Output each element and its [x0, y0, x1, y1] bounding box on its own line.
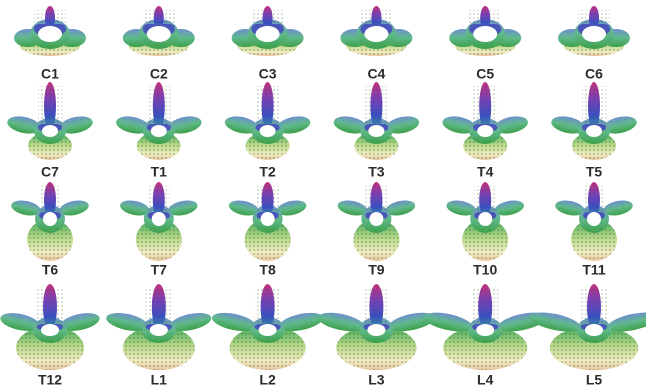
vertebra-label: C1	[41, 66, 59, 82]
vertebra: T7	[119, 182, 199, 278]
vertebra-label: T3	[368, 164, 385, 180]
vertebral-foramen	[478, 212, 492, 226]
lamina-texture	[581, 288, 607, 330]
vertebral-foramen	[364, 26, 388, 42]
vertebra: C3	[232, 6, 304, 82]
vertebral-foramen	[476, 324, 494, 336]
vertebra-label: L2	[259, 372, 276, 388]
vertebra-label: L1	[151, 372, 168, 388]
vertebra-label: C6	[585, 66, 603, 82]
vertebral-foramen	[259, 324, 277, 336]
vertebral-foramen	[367, 324, 385, 336]
vertebra-label: T9	[368, 262, 385, 278]
vertebra: T12	[0, 284, 101, 388]
vertebra-label: T2	[259, 164, 276, 180]
vertebral-foramen	[150, 324, 168, 336]
vertebra-label: C2	[150, 66, 168, 82]
vertebra-label: C7	[41, 164, 59, 180]
vertebra: L4	[422, 284, 548, 388]
vertebral-foramen	[43, 212, 57, 226]
vertebra: L2	[210, 284, 324, 388]
vertebra-label: T10	[473, 262, 497, 278]
vertebral-foramen	[152, 212, 166, 226]
lamina-texture	[363, 288, 389, 330]
lamina-texture	[364, 86, 388, 131]
vertebral-foramen	[41, 324, 59, 336]
vertebral-foramen	[369, 212, 383, 226]
vertebral-foramen	[151, 125, 167, 137]
vertebra-label: L3	[368, 372, 385, 388]
vertebral-foramen	[586, 125, 602, 137]
lamina-texture	[38, 86, 62, 131]
vertebra: T6	[10, 182, 90, 278]
vertebra: C5	[449, 6, 521, 82]
vertebra-label: T12	[38, 372, 62, 388]
vertebra: C4	[340, 6, 412, 82]
vertebral-foramen	[473, 26, 497, 42]
vertebral-foramen	[261, 212, 275, 226]
vertebra: T8	[227, 182, 307, 278]
vertebral-foramen	[368, 125, 384, 137]
vertebral-foramen	[585, 324, 603, 336]
vertebral-foramen	[42, 125, 58, 137]
vertebra-label: L4	[477, 372, 494, 388]
lamina-texture	[37, 288, 63, 330]
vertebra: T4	[441, 82, 530, 180]
vertebra: T11	[554, 182, 634, 278]
vertebral-foramen	[582, 26, 606, 42]
vertebra-label: C3	[259, 66, 277, 82]
figure: C1 C2 C3 C4 C5 C6 C7 T1 T2 T3 T4 T5 T6 T7 T8 T9 T10 T11 T1…	[0, 0, 646, 389]
vertebral-foramen	[260, 125, 276, 137]
vertebra-label: T7	[151, 262, 168, 278]
vertebra: T5	[550, 82, 639, 180]
vertebral-foramen	[38, 26, 62, 42]
lamina-texture	[256, 86, 280, 131]
vertebra-label: T1	[151, 164, 168, 180]
vertebra: T3	[332, 82, 421, 180]
vertebral-foramen	[256, 26, 280, 42]
lamina-texture	[146, 288, 172, 330]
vertebral-foramen	[147, 26, 171, 42]
vertebra-label: L5	[586, 372, 603, 388]
lamina-texture	[472, 288, 498, 330]
vertebra-label: T5	[586, 164, 603, 180]
vertebra: T10	[445, 182, 525, 278]
page: C1 C2 C3 C4 C5 C6 C7 T1 T2 T3 T4 T5 T6 T7 T8 T9 T10 T11 T1…	[0, 0, 646, 389]
vertebra-label: T8	[259, 262, 276, 278]
lamina-texture	[582, 86, 606, 131]
vertebra: C1	[14, 6, 86, 82]
vertebra: C6	[558, 6, 630, 82]
vertebral-foramen	[587, 212, 601, 226]
vertebra: L1	[105, 284, 213, 388]
vertebra-grid: C1 C2 C3 C4 C5 C6 C7 T1 T2 T3 T4 T5 T6 T7 T8 T9 T10 T11 T1…	[0, 6, 646, 388]
vertebra: T2	[223, 82, 312, 180]
vertebra-label: C5	[476, 66, 494, 82]
vertebra-label: T4	[477, 164, 494, 180]
vertebra: L5	[528, 284, 646, 388]
vertebra: C2	[123, 6, 195, 82]
vertebra: L3	[316, 284, 436, 388]
vertebral-foramen	[477, 125, 493, 137]
vertebra-label: T11	[582, 262, 606, 278]
vertebra: T1	[115, 82, 204, 180]
lamina-texture	[473, 86, 497, 131]
vertebra: C7	[6, 82, 95, 180]
vertebra-label: C4	[367, 66, 385, 82]
vertebra: T9	[336, 182, 416, 278]
lamina-texture	[147, 86, 171, 131]
vertebra-label: T6	[42, 262, 59, 278]
lamina-texture	[255, 288, 281, 330]
